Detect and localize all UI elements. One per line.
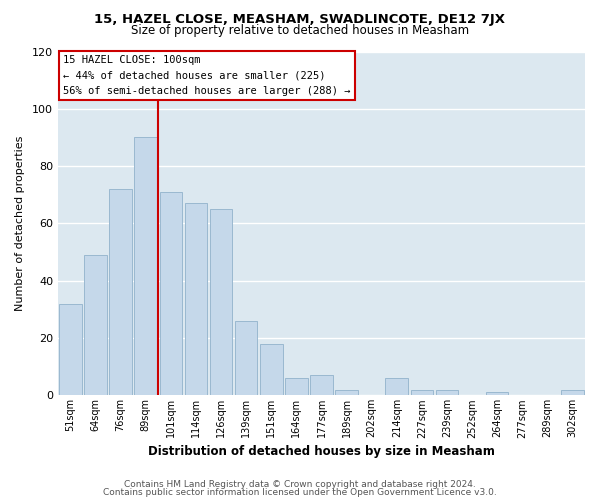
Bar xyxy=(134,138,157,396)
Bar xyxy=(84,255,107,396)
Bar xyxy=(385,378,408,396)
Text: 15, HAZEL CLOSE, MEASHAM, SWADLINCOTE, DE12 7JX: 15, HAZEL CLOSE, MEASHAM, SWADLINCOTE, D… xyxy=(95,12,505,26)
Text: 15 HAZEL CLOSE: 100sqm
← 44% of detached houses are smaller (225)
56% of semi-de: 15 HAZEL CLOSE: 100sqm ← 44% of detached… xyxy=(63,55,351,96)
X-axis label: Distribution of detached houses by size in Measham: Distribution of detached houses by size … xyxy=(148,444,495,458)
Bar xyxy=(335,390,358,396)
Bar xyxy=(160,192,182,396)
Bar xyxy=(285,378,308,396)
Bar xyxy=(486,392,508,396)
Bar xyxy=(260,344,283,396)
Bar xyxy=(561,390,584,396)
Bar xyxy=(410,390,433,396)
Text: Contains HM Land Registry data © Crown copyright and database right 2024.: Contains HM Land Registry data © Crown c… xyxy=(124,480,476,489)
Bar xyxy=(109,189,132,396)
Bar xyxy=(210,209,232,396)
Bar xyxy=(436,390,458,396)
Bar xyxy=(310,375,333,396)
Text: Size of property relative to detached houses in Measham: Size of property relative to detached ho… xyxy=(131,24,469,37)
Text: Contains public sector information licensed under the Open Government Licence v3: Contains public sector information licen… xyxy=(103,488,497,497)
Bar xyxy=(59,304,82,396)
Y-axis label: Number of detached properties: Number of detached properties xyxy=(15,136,25,311)
Bar xyxy=(185,204,207,396)
Bar xyxy=(235,321,257,396)
